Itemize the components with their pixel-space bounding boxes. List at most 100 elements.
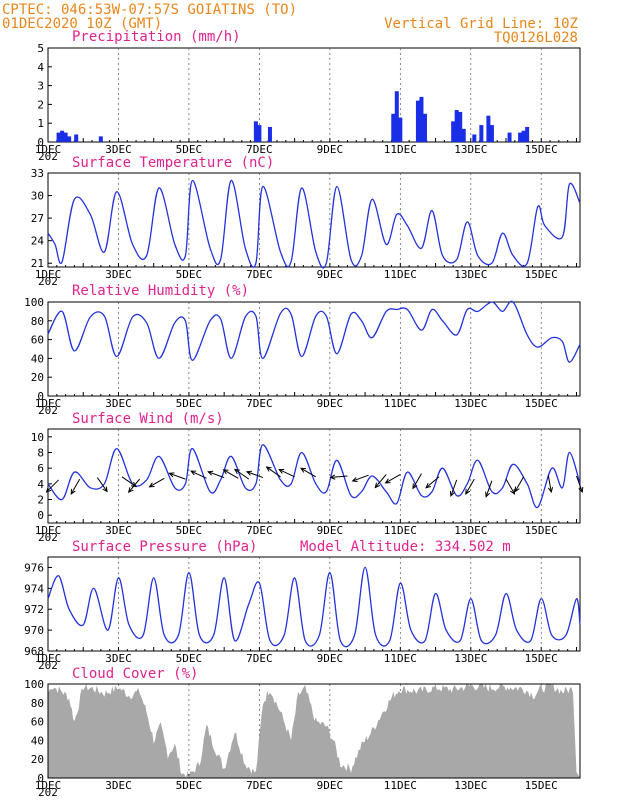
humidity-ytick-label: 80 bbox=[31, 315, 44, 328]
x-tick-label: 9DEC bbox=[317, 143, 344, 156]
precipitation-ytick-label: 2 bbox=[37, 98, 44, 111]
wind-arrow bbox=[505, 478, 516, 495]
wind-arrow-head bbox=[130, 481, 137, 488]
temperature-ytick-label: 21 bbox=[31, 257, 44, 270]
wind-arrow bbox=[168, 472, 186, 480]
x-tick-label: 15DEC bbox=[525, 143, 558, 156]
header-grid-note: Vertical Grid Line: 10Z bbox=[384, 16, 578, 32]
wind-arrow bbox=[412, 473, 422, 490]
wind-arrow bbox=[351, 474, 369, 483]
wind-arrow bbox=[300, 467, 317, 478]
wind-arrow-head bbox=[510, 488, 516, 495]
wind-arrow bbox=[329, 474, 348, 480]
wind-arrow-head bbox=[449, 490, 455, 497]
precip-bar bbox=[458, 111, 463, 142]
wind-ytick-label: 0 bbox=[37, 509, 44, 522]
temperature-series-line bbox=[47, 179, 581, 269]
wind-arrow-head bbox=[465, 488, 471, 495]
x-tick-label: 7DEC bbox=[246, 397, 273, 410]
wind-arrow bbox=[233, 468, 250, 480]
humidity-ytick-label: 40 bbox=[31, 352, 44, 365]
wind-arrow-shaft bbox=[190, 470, 207, 479]
humidity-title: Relative Humidity (%) bbox=[72, 283, 249, 299]
x-tick-label: 11DEC bbox=[384, 397, 417, 410]
wind-arrow bbox=[576, 475, 584, 494]
wind-arrow-head bbox=[190, 470, 197, 476]
humidity-ytick-label: 20 bbox=[31, 371, 44, 384]
precip-bar bbox=[422, 113, 427, 142]
wind-series-line bbox=[47, 444, 581, 508]
humidity-panel: 0 20 40 60 80 100 1DEC 3DEC 5DEC 7DEC 9DEC 11DEC 13D… bbox=[24, 283, 581, 417]
x-tick-label: 13DEC bbox=[454, 143, 487, 156]
wind-arrow bbox=[384, 474, 401, 484]
wind-arrow-shaft bbox=[96, 477, 108, 492]
x-tick-label: 9DEC bbox=[317, 524, 344, 537]
year-stub: 202 bbox=[38, 659, 58, 672]
precip-bar bbox=[451, 121, 456, 142]
x-tick-label: 1DEC bbox=[35, 397, 62, 410]
x-tick-label: 1DEC bbox=[35, 268, 62, 281]
wind-arrow bbox=[45, 479, 59, 493]
wind-arrow bbox=[148, 477, 165, 488]
humidity-ytick-label: 100 bbox=[24, 296, 44, 309]
precip-bar bbox=[521, 130, 526, 142]
wind-arrow-shaft bbox=[412, 473, 422, 489]
wind-title: Surface Wind (m/s) bbox=[72, 411, 224, 427]
wind-arrow bbox=[190, 470, 207, 479]
precip-bar bbox=[98, 136, 103, 142]
temperature-ytick-label: 24 bbox=[31, 235, 45, 248]
wind-arrow bbox=[514, 476, 525, 493]
wind-arrow-head bbox=[329, 474, 336, 480]
header-model: TQ0126L028 bbox=[494, 30, 578, 46]
x-tick-label: 9DEC bbox=[317, 268, 344, 281]
wind-arrow-shaft bbox=[234, 468, 250, 480]
wind-arrow-shaft bbox=[223, 469, 239, 479]
wind-ytick-label: 8 bbox=[37, 447, 44, 460]
precip-bar bbox=[67, 136, 72, 142]
wind-ytick-label: 2 bbox=[37, 494, 44, 507]
precip-bar bbox=[419, 96, 424, 142]
wind-arrow-shaft bbox=[450, 479, 458, 497]
precipitation-ytick-label: 0 bbox=[37, 136, 44, 149]
wind-arrow-shaft bbox=[465, 478, 475, 495]
x-tick-label: 5DEC bbox=[176, 143, 203, 156]
precipitation-ytick-label: 5 bbox=[37, 42, 44, 55]
precip-bar bbox=[461, 128, 466, 142]
year-stub: 202 bbox=[38, 404, 58, 417]
wind-arrow-shaft bbox=[46, 479, 59, 493]
precip-bar bbox=[257, 125, 262, 142]
cloud-cover-ytick-label: 100 bbox=[24, 678, 44, 691]
cloud-cover-ytick-label: 0 bbox=[37, 772, 44, 785]
x-tick-label: 13DEC bbox=[454, 397, 487, 410]
temperature-title: Surface Temperature (nC) bbox=[72, 155, 274, 171]
wind-arrow-shaft bbox=[70, 478, 81, 495]
precipitation-title: Precipitation (mm/h) bbox=[72, 29, 241, 45]
wind-arrow-head bbox=[70, 488, 76, 495]
x-tick-label: 11DEC bbox=[384, 143, 417, 156]
wind-arrow-head bbox=[578, 486, 584, 494]
wind-arrow-shaft bbox=[485, 480, 493, 497]
precip-bar bbox=[507, 132, 512, 142]
x-tick-label: 5DEC bbox=[176, 524, 203, 537]
wind-arrow-head bbox=[148, 482, 155, 488]
pressure-frame bbox=[47, 556, 581, 652]
wind-arrow-shaft bbox=[128, 478, 140, 493]
header-date: 01DEC2020 10Z (GMT) bbox=[2, 16, 162, 32]
pressure-panel: 968 970 972 974 976 1DEC 3DEC 5DEC 7DEC 9DEC 11DEC… bbox=[24, 539, 581, 672]
wind-arrow-head bbox=[374, 482, 381, 489]
wind-arrow-shaft bbox=[374, 474, 387, 488]
humidity-ytick-label: 60 bbox=[31, 334, 44, 347]
cloud-cover-ytick-label: 80 bbox=[31, 697, 44, 710]
cloud-cover-ytick-label: 60 bbox=[31, 716, 44, 729]
pressure-title: Surface Pressure (hPa) bbox=[72, 539, 257, 555]
x-tick-label: 3DEC bbox=[105, 779, 132, 792]
x-tick-label: 13DEC bbox=[454, 652, 487, 665]
x-tick-label: 1DEC bbox=[35, 143, 62, 156]
precipitation-ytick-label: 4 bbox=[37, 61, 44, 74]
x-tick-label: 15DEC bbox=[525, 268, 558, 281]
precip-bar bbox=[391, 113, 396, 142]
wind-arrow-shaft bbox=[425, 476, 440, 489]
wind-arrow bbox=[265, 466, 281, 478]
precip-bar bbox=[63, 132, 68, 142]
